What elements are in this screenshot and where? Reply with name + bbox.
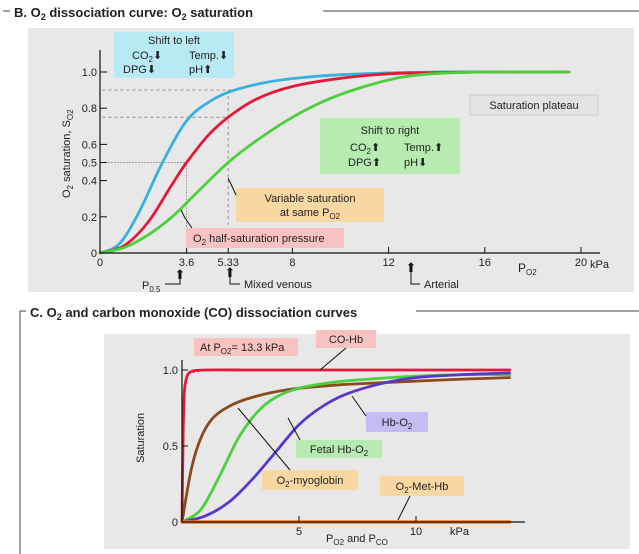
shift-left-ph: pH⬆	[189, 64, 212, 76]
shift-right-title: Shift to right	[361, 125, 420, 137]
panel-b-title: B. O2 dissociation curve: O2 saturation	[14, 5, 253, 22]
panel-b-x-origin-label: 0	[97, 257, 103, 269]
variable-saturation-line1: Variable saturation	[265, 193, 356, 205]
at-po2-box: At PO2= 13.3 kPa	[194, 338, 298, 356]
panel-b-y-tick-label: 0.5	[82, 158, 97, 170]
shift-right-co2: CO2⬆	[350, 142, 380, 156]
panel-b-x-tick-label: 20	[575, 257, 587, 269]
panel-c-y-tick-label: 1.0	[163, 365, 178, 377]
panel-b-y-tick-label: 0	[91, 248, 97, 260]
co-hb-box: CO-Hb	[316, 330, 376, 348]
panel-c-x-tick-label: 5	[296, 526, 302, 538]
panel-b-x-tick-label: 16	[479, 257, 491, 269]
shift-right-dpg: DPG⬆	[348, 157, 381, 169]
panel-c-y-tick-label: 0.5	[163, 441, 178, 453]
met-hb-label: O2-Met-Hb	[396, 481, 449, 495]
p50-label: P0.5	[142, 280, 161, 294]
half-saturation-box: O2 half-saturation pressure	[186, 228, 344, 248]
arterial-label: Arterial	[424, 279, 459, 291]
co-hb-box-background	[316, 330, 376, 348]
panel-c-x-tick-label: 10	[410, 526, 422, 538]
shift-left-box: Shift to left CO2⬇ Temp.⬇ DPG⬇ pH⬆	[114, 32, 234, 78]
panel-b-x-tick-label: 8	[289, 257, 295, 269]
panel-b-x-axis-label: PO2	[518, 261, 537, 277]
co-hb-pointer	[319, 347, 347, 371]
panel-b-x-ticks: 0 3.6 5.33 8 12 16 20	[97, 247, 587, 269]
panel-b-y-tick-label: 1.0	[82, 67, 97, 79]
panel-b-y-tick-label: 0.4	[82, 176, 97, 188]
panel-b-x-tick-label: 3.6	[179, 257, 194, 269]
panel-b-y-tick-label: 0.6	[82, 139, 97, 151]
panel-b-y-tick-label: 0.2	[82, 212, 97, 224]
panel-c-title: C. O2 and carbon monoxide (CO) dissociat…	[30, 305, 357, 322]
hb-o2-box: Hb-O2	[366, 412, 428, 432]
mixed-venous-pointer-line	[229, 277, 240, 285]
myoglobin-box-background	[262, 470, 358, 490]
panel-c: C. O2 and carbon monoxide (CO) dissociat…	[19, 305, 639, 554]
shift-left-dpg: DPG⬇	[123, 64, 156, 76]
variable-saturation-box: Variable saturation at same PO2	[236, 188, 384, 222]
half-saturation-pointer	[180, 209, 193, 229]
co-hb-label: CO-Hb	[329, 334, 363, 346]
fetal-hb-pointer	[287, 417, 301, 441]
panel-b-y-ticks: 1.0 0.8 0.6 0.5 0.4 0.2 0	[82, 67, 107, 260]
mixed-venous-arrow-icon: ⬆	[225, 265, 236, 280]
fetal-hb-label: Fetal Hb-O2	[310, 444, 369, 458]
p50-pointer-line	[165, 277, 181, 285]
panel-c-curve-brown	[180, 376, 511, 524]
hb-o2-pointer	[351, 395, 367, 417]
shift-left-title: Shift to left	[148, 35, 200, 47]
shift-right-box: Shift to right CO2⬆ Temp.⬆ DPG⬆ pH⬇	[320, 118, 460, 174]
half-saturation-label: O2 half-saturation pressure	[193, 233, 325, 247]
panel-b-curves	[98, 70, 571, 255]
shift-left-co2: CO2⬇	[132, 50, 162, 64]
saturation-plateau-label: Saturation plateau	[489, 100, 578, 112]
panel-c-y-axis-label: Saturation	[135, 413, 147, 463]
panel-b-y-axis-label: O2 saturation, SO2	[61, 109, 75, 198]
panel-b: B. O2 dissociation curve: O2 saturation …	[3, 5, 639, 294]
mixed-venous-label: Mixed venous	[244, 279, 312, 291]
arterial-arrow-icon: ⬆	[406, 260, 417, 275]
shift-right-box-background	[320, 118, 460, 174]
fetal-hb-box-background	[296, 440, 382, 458]
panel-b-x-tick-label: 5.33	[217, 257, 238, 269]
shift-right-ph: pH⬇	[404, 157, 427, 169]
met-hb-box-background	[380, 476, 464, 496]
panel-c-y-tick-label: 0	[172, 517, 178, 529]
met-hb-pointer	[397, 495, 411, 521]
myoglobin-label: O2-myoglobin	[277, 475, 344, 489]
at-po2-label: At PO2= 13.3 kPa	[200, 342, 285, 356]
shift-left-box-background	[114, 32, 234, 78]
panel-c-x-ticks: 5 10	[296, 516, 422, 538]
panel-c-dotted-indicator	[188, 369, 220, 374]
saturation-plateau-box-background	[469, 94, 599, 116]
myoglobin-box: O2-myoglobin	[262, 470, 358, 490]
panel-c-curve-violet	[180, 371, 511, 524]
variable-saturation-pointer	[227, 177, 237, 196]
variable-saturation-line2: at same PO2	[280, 207, 341, 221]
saturation-plateau-box: Saturation plateau	[469, 94, 599, 116]
half-saturation-box-background	[186, 228, 344, 248]
at-po2-box-background	[194, 338, 298, 356]
myoglobin-pointer	[237, 407, 291, 471]
hb-o2-label: Hb-O2	[382, 417, 413, 431]
arterial-pointer-line	[410, 272, 420, 285]
p50-arrow-icon: ⬆	[175, 267, 186, 282]
panel-b-x-tick-label: 12	[382, 257, 394, 269]
fetal-hb-box: Fetal Hb-O2	[296, 440, 382, 458]
panel-b-x-unit: kPa	[590, 259, 610, 271]
panel-c-x-unit: kPa	[450, 526, 470, 538]
panel-c-x-axis-label: PO2 and PCO	[326, 533, 388, 547]
curve-red	[98, 70, 571, 255]
curve-green	[98, 70, 571, 255]
shift-left-temp: Temp.⬇	[189, 50, 228, 62]
panel-b-y-tick-label: 0.8	[82, 103, 97, 115]
shift-right-temp: Temp.⬆	[404, 142, 443, 154]
panel-c-y-ticks: 1.0 0.5 0	[163, 365, 188, 529]
variable-saturation-box-background	[236, 188, 384, 222]
met-hb-box: O2-Met-Hb	[380, 476, 464, 496]
hb-o2-box-background	[366, 412, 428, 432]
